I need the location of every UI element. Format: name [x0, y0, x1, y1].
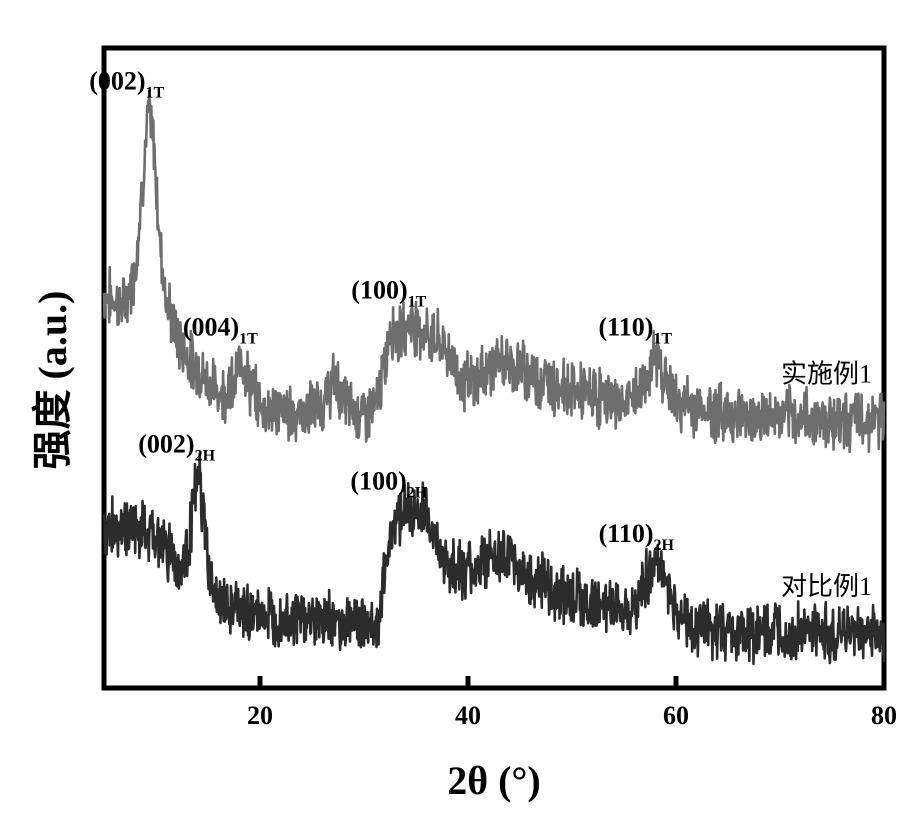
series-line-2	[102, 452, 886, 665]
series-line-1	[102, 89, 886, 454]
peak-label: (004)1T	[183, 313, 258, 348]
peak-label: (110)1T	[598, 313, 672, 348]
peak-label: (100)2H	[350, 467, 427, 502]
y-axis-title: 强度 (a.u.)	[30, 291, 75, 470]
x-tick-label: 40	[455, 701, 481, 730]
peak-label: (002)2H	[138, 430, 215, 465]
plot-frame	[101, 45, 887, 691]
peak-label: (100)1T	[351, 276, 426, 311]
series-layer: 实施例1 对比例1	[102, 89, 886, 665]
x-tick-label: 60	[663, 701, 689, 730]
series-name-label: 实施例1	[781, 359, 872, 388]
x-axis-title: 2θ (°)	[447, 758, 541, 803]
x-tick-label: 20	[247, 701, 273, 730]
peak-label: (110)2H	[599, 519, 675, 554]
peak-labels: (002)1T (004)1T (100)1T (110)1T (002)2H (100)…	[89, 66, 674, 554]
peak-label: (002)1T	[89, 66, 164, 101]
series-name-label: 对比例1	[781, 572, 872, 601]
x-tick-label: 80	[871, 701, 897, 730]
x-axis-ticks: 20 40 60 80	[247, 676, 897, 730]
